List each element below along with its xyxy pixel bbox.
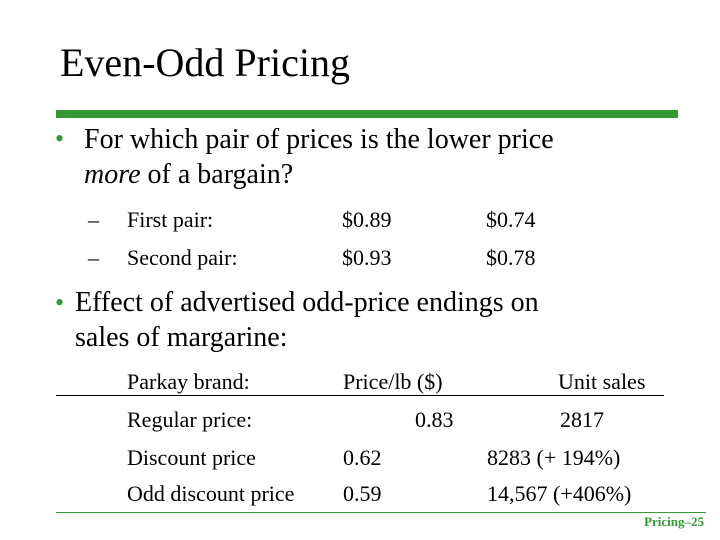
table-row-2-sales: 8283 (+ 194%) bbox=[487, 445, 621, 470]
title-underline-bar bbox=[56, 110, 678, 118]
bullet-1-emphasis: more bbox=[84, 159, 141, 190]
bullet-marker-2: • bbox=[55, 288, 65, 317]
pair-2-price-b: $0.78 bbox=[486, 245, 536, 270]
table-row-2-price: 0.62 bbox=[343, 445, 382, 470]
table-row-1-price: 0.83 bbox=[415, 407, 454, 432]
bullet-2-line-2: sales of margarine: bbox=[75, 322, 288, 353]
bullet-1-line-1: For which pair of prices is the lower pr… bbox=[84, 124, 554, 155]
slide-title: Even-Odd Pricing bbox=[60, 40, 350, 85]
pair-1-price-b: $0.74 bbox=[486, 207, 536, 232]
pair-2-price-a: $0.93 bbox=[342, 245, 392, 270]
table-row-3-sales: 14,567 (+406%) bbox=[487, 481, 632, 506]
pair-1-label: First pair: bbox=[127, 207, 214, 232]
table-header-underline bbox=[56, 395, 664, 396]
table-header-price: Price/lb ($) bbox=[343, 369, 443, 394]
table-header-brand: Parkay brand: bbox=[127, 369, 250, 394]
table-header-sales: Unit sales bbox=[558, 369, 646, 394]
pair-1-price-a: $0.89 bbox=[342, 207, 392, 232]
bullet-1-line-2-rest: of a bargain? bbox=[140, 159, 294, 190]
table-row-2-label: Discount price bbox=[127, 445, 256, 470]
bullet-2-line-1: Effect of advertised odd-price endings o… bbox=[75, 287, 539, 318]
pair-2-label: Second pair: bbox=[127, 245, 238, 270]
table-row-3-label: Odd discount price bbox=[127, 481, 295, 506]
slide-number: Pricing–25 bbox=[644, 514, 704, 529]
table-row-1-label: Regular price: bbox=[127, 407, 253, 432]
table-row-3-price: 0.59 bbox=[343, 481, 382, 506]
bullet-marker-1: • bbox=[55, 124, 65, 153]
table-row-1-sales: 2817 bbox=[560, 407, 604, 432]
footer-rule bbox=[56, 512, 706, 513]
pair-dash-1: – bbox=[88, 207, 99, 232]
bullet-1-line-2: more of a bargain? bbox=[84, 157, 293, 192]
pair-dash-2: – bbox=[88, 245, 99, 270]
